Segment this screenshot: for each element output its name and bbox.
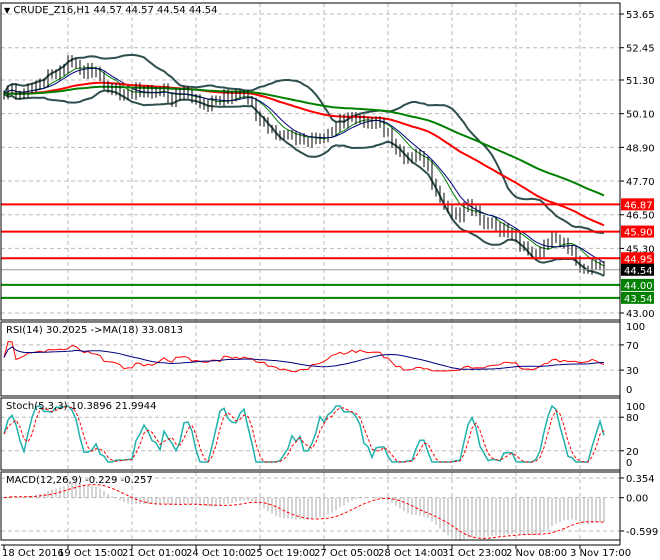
level-badge [621,225,654,238]
bollinger-lower [3,89,605,277]
macd-signal-line [3,484,605,539]
time-label: 2 Nov 08:00 [506,548,567,559]
time-label: 24 Oct 10:00 [186,548,251,559]
dropdown-triangle-icon[interactable]: ▼ [4,6,11,15]
level-badge [621,198,654,211]
grid [1,3,620,540]
time-label: 25 Oct 19:00 [250,548,315,559]
price-tick-label: 48.90 [626,143,655,154]
stoch-tick-label: 80 [626,413,639,424]
stoch-signal-line [3,406,605,463]
price-tick-label: 50.10 [626,110,655,121]
stoch-tick-label: 100 [626,402,645,413]
level-badge [621,291,654,304]
price-tick-label: 53.65 [626,10,655,21]
time-label: 18 Oct 2016 [2,548,64,559]
chart-title[interactable]: ▼ CRUDE_Z16,H1 44.57 44.57 44.54 44.54 [4,5,218,16]
time-label: 19 Oct 15:00 [58,548,123,559]
macd-tick-label: 0.354 [626,474,655,485]
macd-tick-label: -0.599 [626,527,658,538]
rsi-tick-label: 100 [626,322,645,333]
main-frame [0,2,621,321]
time-label: 28 Oct 14:00 [378,548,443,559]
rsi-tick-label: 70 [626,341,639,352]
price-tick-label: 45.30 [626,244,655,255]
rsi-tick-label: 0 [626,385,632,396]
level-label: 44.00 [624,281,653,292]
stoch-pane [3,404,605,463]
rsi-pane [3,341,605,373]
time-label: 27 Oct 05:00 [314,548,379,559]
current-price-badge [621,263,654,276]
macd-pane [3,482,605,541]
rsi-label: RSI(14) 30.2025 ->MA(18) 33.0813 [6,325,183,336]
bollinger-upper [3,53,605,234]
level-label: 44.95 [624,254,653,265]
price-tick-label: 47.70 [626,177,655,188]
level-label: 43.54 [624,294,653,305]
stoch-tick-label: 20 [626,447,639,458]
price-tick-label: 43.00 [626,309,655,320]
rsi-tick-label: 30 [626,366,639,377]
current-price-label: 44.54 [624,266,653,277]
symbol-label: CRUDE_Z16,H1 [13,5,91,16]
stoch-main-line [3,404,605,463]
level-badge [621,278,654,291]
stoch-label: Stoch(5,3,3) 10.3896 21.9944 [6,401,157,412]
price-pane [1,53,620,299]
level-label: 45.90 [624,228,653,239]
price-tick-label: 46.50 [626,211,655,222]
rsi-line [3,341,605,373]
time-label: 21 Oct 01:00 [122,548,187,559]
price-tick-label: 51.30 [626,76,655,87]
rsi-ma-line [3,346,605,370]
ohlc-values: 44.57 44.57 44.54 44.54 [93,5,218,16]
level-badge [621,252,654,265]
macd-label: MACD(12,26,9) -0.229 -0.257 [6,475,153,486]
level-label: 46.87 [624,200,653,211]
time-label: 3 Nov 17:00 [570,548,631,559]
price-tick-label: 52.45 [626,44,655,55]
time-label: 31 Oct 23:00 [442,548,507,559]
stoch-tick-label: 0 [626,458,632,469]
macd-tick-label: 0.00 [626,494,648,505]
